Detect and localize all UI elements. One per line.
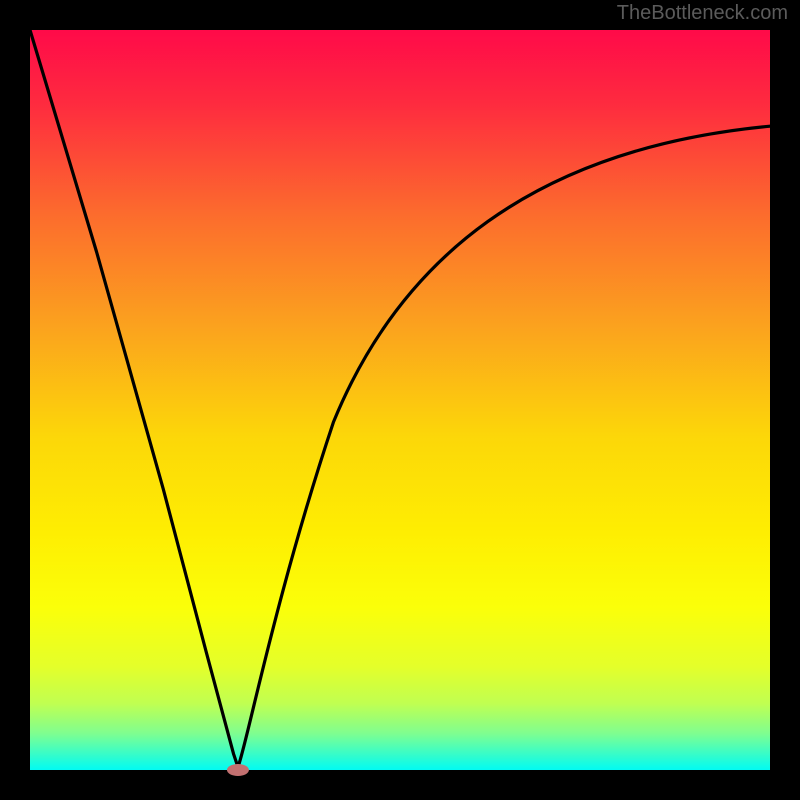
chart-plot-background — [30, 30, 770, 770]
chart-container: TheBottleneck.com — [0, 0, 800, 800]
bottleneck-minimum-marker — [227, 764, 249, 776]
bottleneck-chart — [0, 0, 800, 800]
attribution-text: TheBottleneck.com — [617, 2, 788, 25]
